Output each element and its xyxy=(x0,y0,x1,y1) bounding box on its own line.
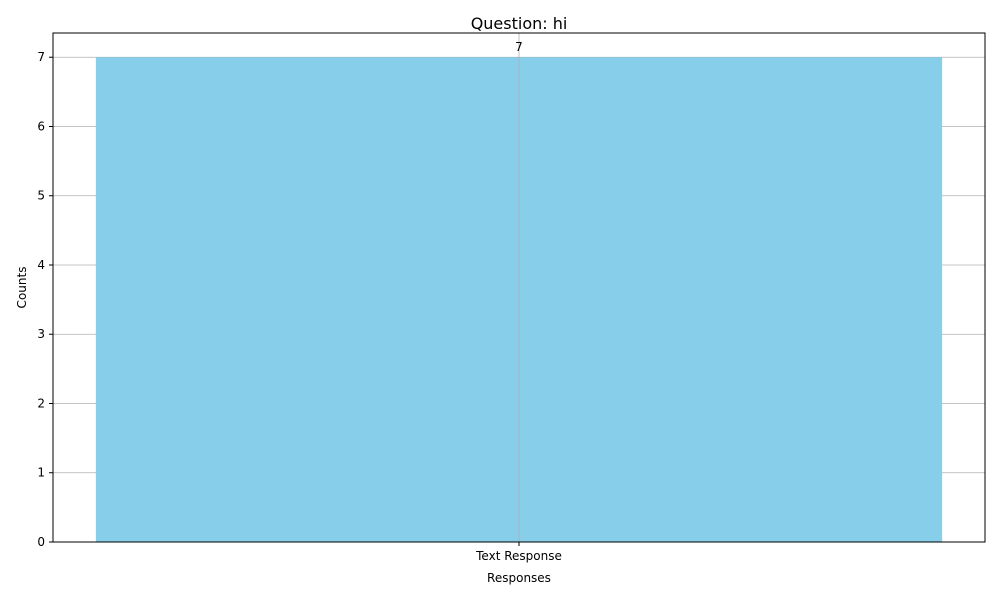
y-tick-label: 6 xyxy=(37,119,45,133)
bar-value-label: 7 xyxy=(515,40,523,54)
chart-title: Question: hi xyxy=(471,14,568,33)
x-axis-ticks: Text Response xyxy=(475,542,562,563)
y-tick-label: 3 xyxy=(37,327,45,341)
y-tick-label: 7 xyxy=(37,50,45,64)
y-tick-label: 5 xyxy=(37,189,45,203)
data-labels: 7 xyxy=(515,40,523,54)
x-axis-label: Responses xyxy=(487,571,551,585)
y-tick-label: 0 xyxy=(37,535,45,549)
y-tick-label: 2 xyxy=(37,396,45,410)
y-axis-ticks: 0 1 2 3 4 5 6 7 xyxy=(37,50,53,549)
y-tick-label: 4 xyxy=(37,258,45,272)
y-tick-label: 1 xyxy=(37,466,45,480)
x-tick-label: Text Response xyxy=(475,549,562,563)
y-axis-label: Counts xyxy=(15,267,29,309)
